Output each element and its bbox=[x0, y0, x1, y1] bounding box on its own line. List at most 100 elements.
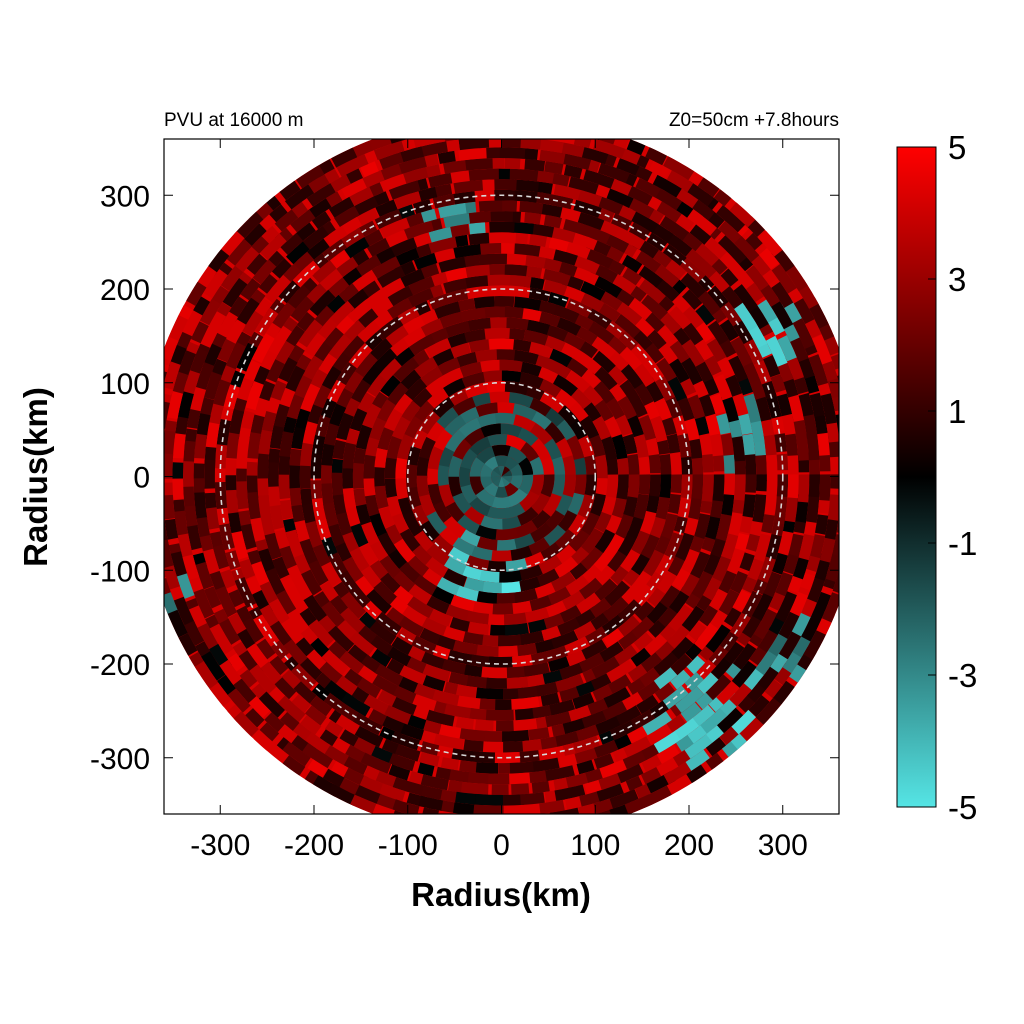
field-cell bbox=[436, 407, 459, 429]
field-cell bbox=[519, 575, 544, 592]
field-cell bbox=[543, 420, 565, 444]
field-cell bbox=[638, 474, 651, 495]
field-cell bbox=[549, 172, 570, 187]
field-cell bbox=[645, 147, 667, 166]
field-cell bbox=[540, 139, 542, 140]
field-cell bbox=[635, 250, 662, 273]
field-cell bbox=[789, 591, 809, 617]
field-cell bbox=[798, 534, 815, 561]
field-cell bbox=[295, 637, 315, 657]
field-cell bbox=[669, 340, 690, 364]
field-cell bbox=[787, 393, 805, 422]
field-cell bbox=[418, 410, 441, 435]
field-cell bbox=[225, 319, 246, 345]
field-cell bbox=[357, 207, 379, 226]
field-cell bbox=[637, 679, 662, 701]
field-cell bbox=[242, 617, 264, 643]
field-cell bbox=[627, 474, 640, 498]
field-cell bbox=[404, 378, 428, 401]
colorbar-tick-label: -5 bbox=[948, 789, 977, 826]
field-cell bbox=[540, 692, 560, 707]
field-cell bbox=[418, 795, 445, 811]
field-cell bbox=[369, 513, 388, 539]
field-cell bbox=[177, 391, 194, 419]
field-cell bbox=[168, 315, 189, 342]
field-cell bbox=[546, 347, 573, 368]
field-cell bbox=[319, 729, 338, 747]
field-cell bbox=[335, 675, 359, 697]
field-cell bbox=[529, 234, 548, 248]
field-cell bbox=[524, 212, 542, 225]
field-cell bbox=[803, 372, 820, 394]
field-cell bbox=[426, 595, 452, 616]
field-cell bbox=[462, 631, 485, 646]
field-cell bbox=[648, 474, 661, 497]
field-cell bbox=[259, 722, 280, 742]
field-cell bbox=[593, 398, 614, 422]
field-cell bbox=[563, 164, 583, 179]
field-cell bbox=[485, 709, 514, 721]
field-cell bbox=[463, 275, 489, 289]
field-cell bbox=[548, 237, 569, 252]
field-cell bbox=[299, 465, 311, 489]
field-cell bbox=[391, 636, 414, 656]
field-cell bbox=[233, 678, 257, 704]
field-cell bbox=[279, 499, 294, 520]
field-cell bbox=[743, 393, 761, 423]
field-cell bbox=[503, 794, 525, 806]
field-cell bbox=[519, 489, 540, 512]
field-cell bbox=[360, 752, 392, 774]
field-cell bbox=[186, 409, 201, 429]
field-cell bbox=[340, 591, 366, 619]
colorbar-tick-label: 1 bbox=[948, 393, 966, 430]
field-cell bbox=[469, 392, 491, 408]
field-cell bbox=[731, 433, 746, 462]
field-cell bbox=[595, 139, 600, 140]
field-cell bbox=[557, 616, 583, 636]
field-cell bbox=[494, 412, 516, 425]
field-cell bbox=[427, 446, 444, 470]
field-cell bbox=[489, 391, 510, 403]
field-cell bbox=[719, 319, 739, 342]
range-rings bbox=[219, 194, 784, 759]
field-cell bbox=[479, 570, 504, 583]
field-cell bbox=[587, 320, 615, 345]
field-cell bbox=[398, 616, 424, 638]
field-cell bbox=[593, 381, 615, 404]
field-cell bbox=[454, 351, 478, 368]
field-cell bbox=[695, 321, 715, 343]
field-cell bbox=[571, 815, 595, 830]
field-cell bbox=[463, 328, 486, 344]
field-cell bbox=[182, 554, 200, 581]
field-cell bbox=[598, 302, 621, 323]
field-cell bbox=[269, 425, 284, 449]
field-cell bbox=[520, 630, 545, 646]
field-cell bbox=[260, 661, 283, 685]
field-cell bbox=[566, 435, 585, 460]
field-cell bbox=[411, 504, 430, 528]
field-cell bbox=[214, 482, 228, 510]
field-cell bbox=[490, 470, 502, 478]
field-cell bbox=[713, 374, 733, 401]
field-cell bbox=[190, 321, 209, 344]
field-cell bbox=[312, 260, 337, 284]
field-cell bbox=[501, 580, 524, 594]
field-cell bbox=[413, 356, 438, 379]
field-cell bbox=[285, 325, 305, 348]
field-cell bbox=[501, 469, 513, 477]
field-cell bbox=[723, 607, 742, 628]
field-cell bbox=[745, 533, 761, 552]
field-cell bbox=[448, 223, 470, 238]
field-cell bbox=[638, 279, 666, 304]
field-cell bbox=[789, 664, 807, 683]
field-cell bbox=[765, 533, 782, 560]
field-cell bbox=[705, 513, 721, 540]
field-cell bbox=[594, 578, 618, 601]
field-cell bbox=[312, 543, 332, 569]
field-cell bbox=[586, 249, 614, 269]
field-cell bbox=[348, 342, 373, 369]
field-cell bbox=[199, 298, 221, 326]
field-cell bbox=[298, 319, 323, 348]
field-cell bbox=[721, 285, 743, 309]
field-cell bbox=[617, 763, 644, 784]
